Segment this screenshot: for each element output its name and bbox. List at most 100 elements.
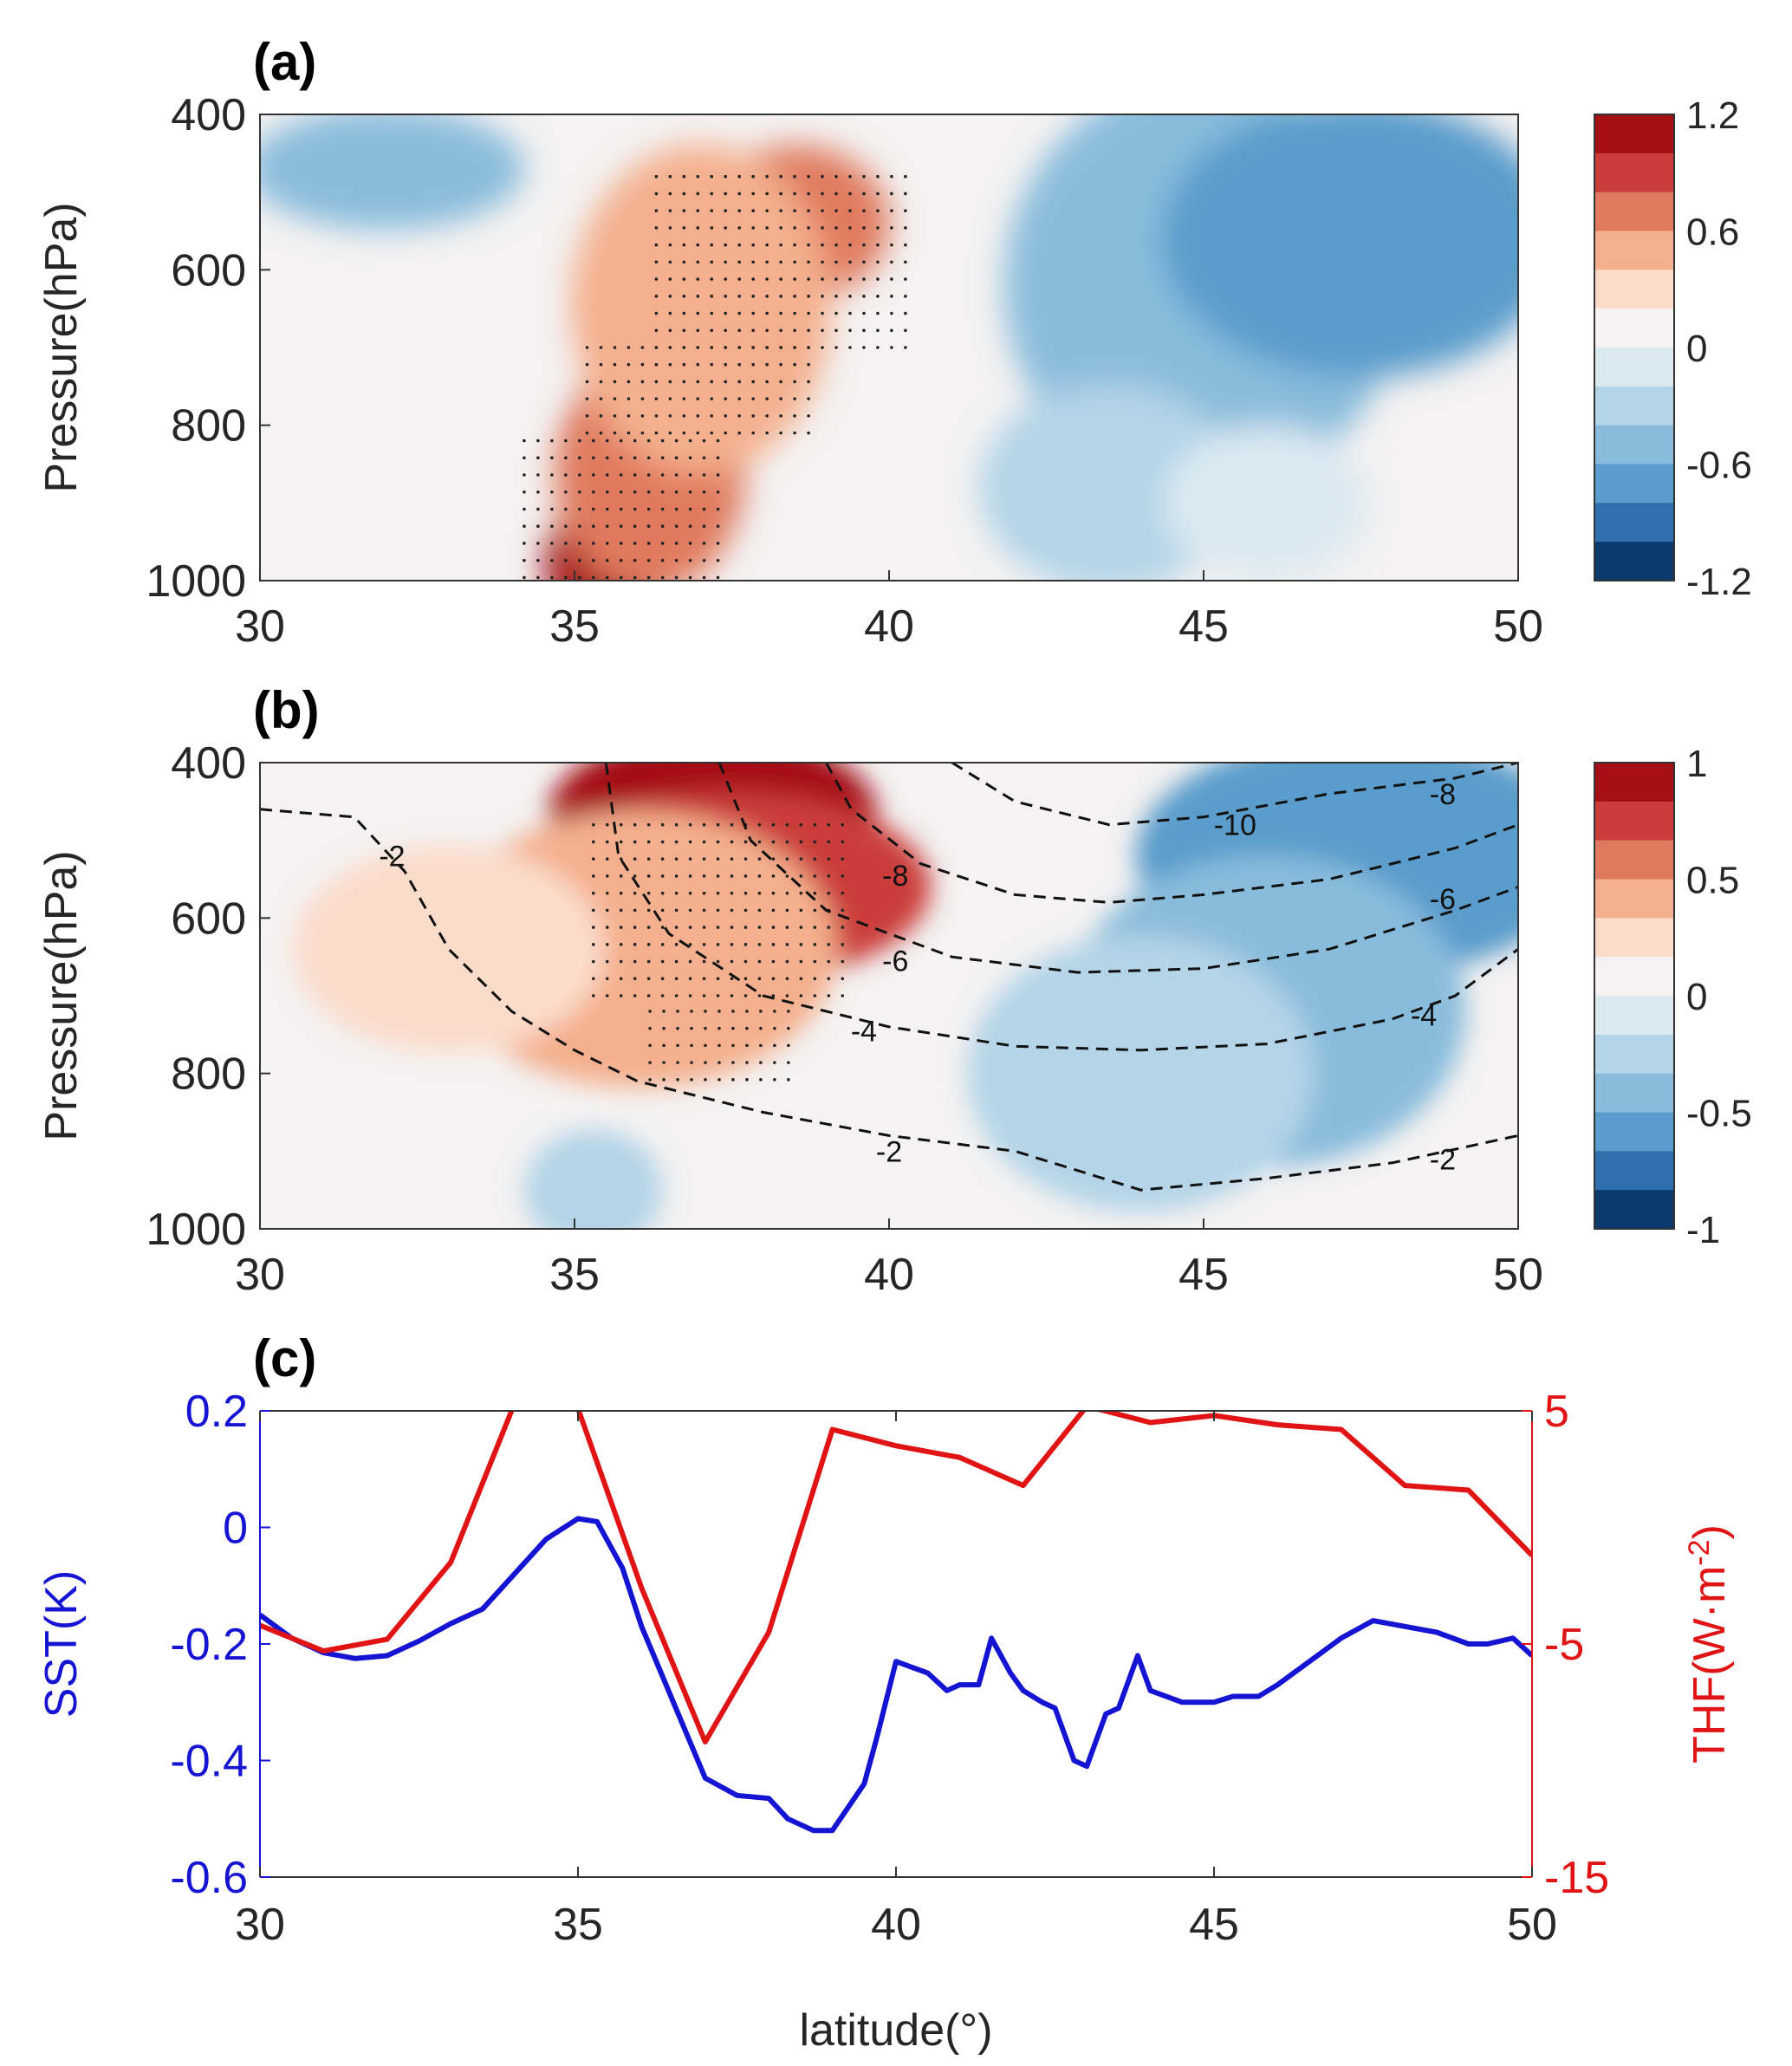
significance-dot xyxy=(757,822,762,827)
significance-dot xyxy=(745,1043,749,1048)
significance-dot xyxy=(731,1078,735,1082)
significance-dot xyxy=(688,840,692,844)
significance-dot xyxy=(737,346,742,349)
significance-dot xyxy=(605,558,609,562)
significance-dot xyxy=(821,209,824,212)
significance-dot xyxy=(717,1061,721,1064)
significance-dot xyxy=(757,926,762,929)
significance-dot xyxy=(688,507,692,511)
colorbar-swatch xyxy=(1594,192,1674,231)
significance-dot xyxy=(765,192,769,196)
significance-dot xyxy=(827,891,831,895)
significance-dot xyxy=(619,439,623,443)
significance-dot xyxy=(759,1061,763,1064)
significance-dot xyxy=(731,1026,735,1030)
significance-dot xyxy=(827,994,831,997)
significance-dot xyxy=(771,874,776,878)
significance-dot xyxy=(765,346,769,349)
significance-dot xyxy=(710,414,714,418)
x-tick-label: 30 xyxy=(235,601,285,652)
significance-dot xyxy=(591,840,595,844)
significance-dot xyxy=(751,260,755,264)
significance-dot xyxy=(771,840,776,844)
significance-dot xyxy=(619,840,623,844)
significance-dot xyxy=(646,490,651,494)
significance-dot xyxy=(813,926,817,929)
significance-dot xyxy=(550,575,554,580)
x-tick-label: 35 xyxy=(549,601,600,652)
significance-dot xyxy=(688,524,692,529)
significance-dot xyxy=(654,397,659,400)
significance-dot xyxy=(799,943,803,946)
significance-dot xyxy=(730,959,734,964)
significance-dot xyxy=(613,362,617,367)
significance-dot xyxy=(724,226,728,230)
significance-dot xyxy=(765,328,769,333)
thf-series-line xyxy=(260,1411,1532,1744)
significance-dot xyxy=(793,380,796,384)
significance-dot xyxy=(676,1026,679,1030)
significance-dot xyxy=(599,431,603,435)
significance-dot xyxy=(793,226,796,230)
significance-dot xyxy=(716,891,720,895)
panel-b-colorbar: 1 0.5 0 -0.5 -1 xyxy=(1594,743,1752,1251)
significance-dot xyxy=(876,243,880,247)
significance-dot xyxy=(890,328,893,333)
significance-dot xyxy=(890,243,893,247)
contour-label: -10 xyxy=(1214,809,1256,842)
significance-dot xyxy=(773,1026,776,1030)
significance-dot xyxy=(578,507,581,511)
significance-dot xyxy=(904,226,907,230)
significance-dot xyxy=(646,558,651,562)
significance-dot xyxy=(848,226,852,230)
significance-dot xyxy=(676,1078,679,1082)
significance-dot xyxy=(660,994,665,997)
significance-dot xyxy=(862,209,866,212)
significance-dot xyxy=(787,1061,790,1064)
significance-dot xyxy=(564,456,568,460)
significance-dot xyxy=(890,260,893,264)
significance-dot xyxy=(737,243,742,247)
colorbar-swatch xyxy=(1594,464,1674,504)
significance-dot xyxy=(674,943,678,946)
significance-dot xyxy=(862,260,866,264)
significance-dot xyxy=(793,397,796,400)
significance-dot xyxy=(821,311,824,315)
significance-dot xyxy=(704,1061,707,1064)
significance-dot xyxy=(613,346,617,349)
significance-dot xyxy=(690,1010,693,1013)
significance-dot xyxy=(585,397,589,400)
significance-dot xyxy=(759,1026,763,1030)
significance-dot xyxy=(862,226,866,230)
significance-dot xyxy=(751,174,755,179)
significance-dot xyxy=(536,524,540,529)
significance-dot xyxy=(674,507,678,511)
significance-dot xyxy=(773,1078,776,1082)
significance-dot xyxy=(771,994,776,997)
panel-a-heatmap: 30 35 40 45 50 400 600 800 1000 Pressure(hPa) 1.… xyxy=(36,90,1752,652)
significance-dot xyxy=(785,994,789,997)
significance-dot xyxy=(841,908,845,913)
significance-dot xyxy=(771,822,776,827)
significance-dot xyxy=(696,346,700,349)
significance-dot xyxy=(654,277,659,281)
significance-dot xyxy=(771,959,776,964)
significance-dot xyxy=(765,414,769,418)
significance-dot xyxy=(646,891,651,895)
significance-dot xyxy=(702,575,706,580)
significance-dot xyxy=(688,874,692,878)
significance-dot xyxy=(646,473,651,477)
significance-dot xyxy=(799,959,803,964)
significance-dot xyxy=(773,1010,776,1013)
significance-dot xyxy=(702,542,706,545)
anomaly-region xyxy=(260,114,525,230)
significance-dot xyxy=(904,243,907,247)
significance-dot xyxy=(737,414,742,418)
significance-dot xyxy=(682,414,686,418)
significance-dot xyxy=(702,959,706,964)
significance-dot xyxy=(848,346,852,349)
colorbar-tick-label: -1.2 xyxy=(1686,561,1752,603)
significance-dot xyxy=(564,542,568,545)
significance-dot xyxy=(813,822,817,827)
significance-dot xyxy=(724,431,728,435)
